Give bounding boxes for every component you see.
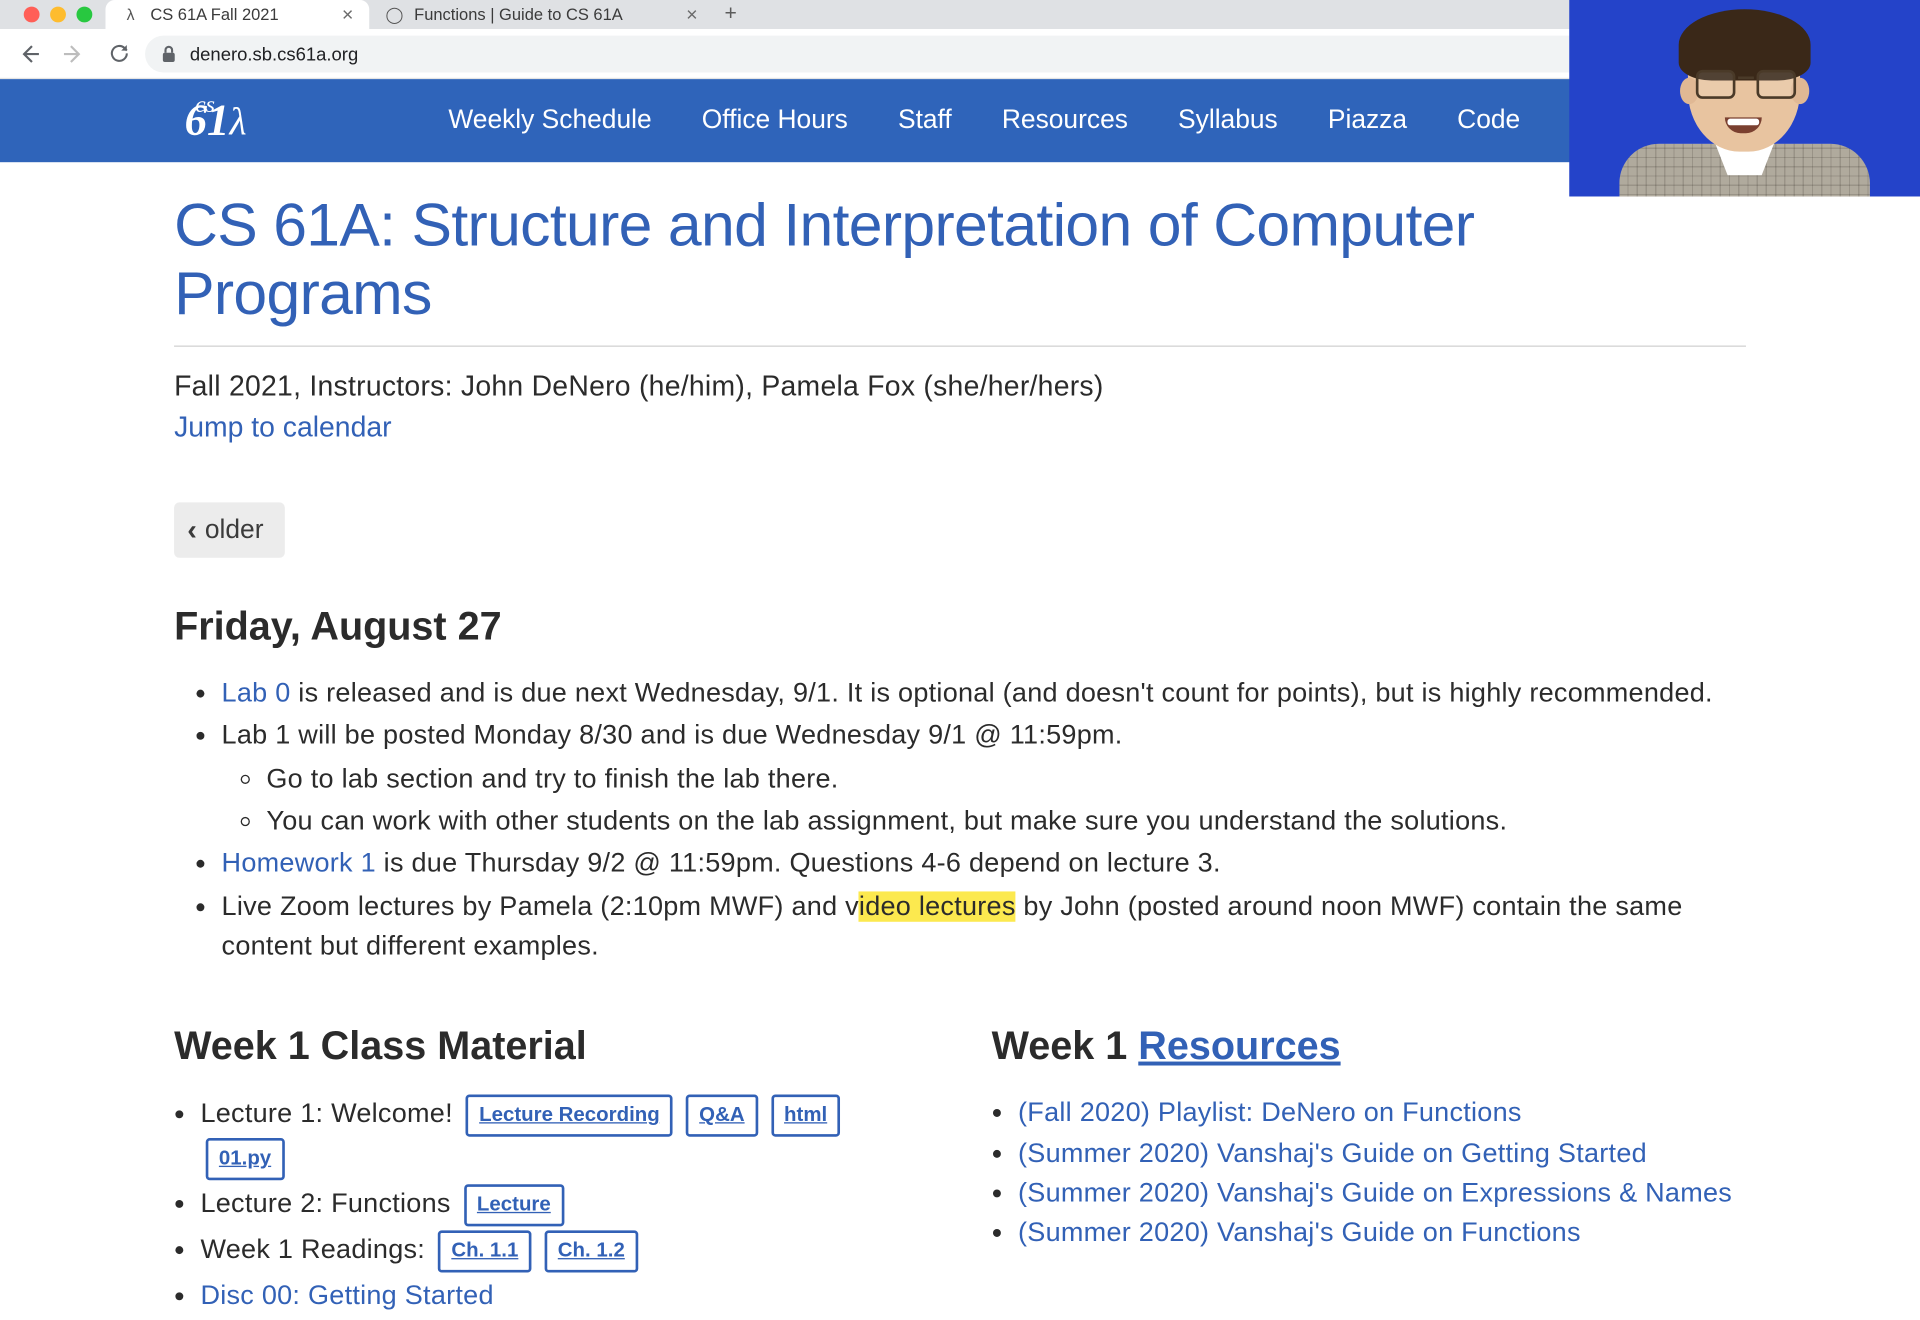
nav-weekly-schedule[interactable]: Weekly Schedule bbox=[448, 105, 651, 135]
title-rule bbox=[174, 346, 1746, 347]
announcement-date: Friday, August 27 bbox=[174, 605, 1746, 650]
badge-ch12[interactable]: Ch. 1.2 bbox=[545, 1231, 638, 1273]
hw-text: is due Thursday 9/2 @ 11:59pm. Questions… bbox=[376, 848, 1221, 878]
nav-staff[interactable]: Staff bbox=[898, 105, 952, 135]
browser-tab-active[interactable]: λ CS 61A Fall 2021 × bbox=[105, 0, 369, 29]
older-button[interactable]: ‹ older bbox=[174, 502, 285, 557]
arrow-left-icon bbox=[17, 42, 41, 66]
week-resources-heading: Week 1 Resources bbox=[992, 1025, 1732, 1070]
maximize-window-button[interactable] bbox=[76, 7, 92, 23]
back-button[interactable] bbox=[11, 35, 48, 72]
tab-title: CS 61A Fall 2021 bbox=[150, 5, 278, 23]
lecture-text-pre: Live Zoom lectures by Pamela (2:10pm MWF… bbox=[222, 891, 859, 921]
resource-link[interactable]: (Fall 2020) Playlist: DeNero on Function… bbox=[1018, 1098, 1522, 1128]
presenter-figure bbox=[1619, 12, 1870, 197]
url-text: denero.sb.cs61a.org bbox=[190, 43, 358, 64]
jump-to-calendar-link[interactable]: Jump to calendar bbox=[174, 411, 392, 444]
badge-qa[interactable]: Q&A bbox=[686, 1095, 758, 1137]
site-logo[interactable]: cs 61λ bbox=[185, 96, 449, 146]
tab-close-icon[interactable]: × bbox=[686, 3, 698, 25]
lock-icon bbox=[161, 44, 179, 62]
chevron-left-icon: ‹ bbox=[187, 513, 197, 547]
lab1-text: Lab 1 will be posted Monday 8/30 and is … bbox=[222, 720, 1123, 750]
week-columns: Week 1 Class Material Lecture 1: Welcome… bbox=[174, 1025, 1746, 1320]
announcement-item: Live Zoom lectures by Pamela (2:10pm MWF… bbox=[222, 887, 1746, 967]
minimize-window-button[interactable] bbox=[50, 7, 66, 23]
new-tab-button[interactable]: + bbox=[713, 0, 747, 29]
nav-links: Weekly Schedule Office Hours Staff Resou… bbox=[448, 105, 1631, 135]
logo-cs: cs bbox=[195, 90, 215, 118]
tab-favicon-lambda-icon: λ bbox=[121, 5, 139, 23]
lab0-text: is released and is due next Wednesday, 9… bbox=[291, 678, 1713, 708]
resource-link[interactable]: (Summer 2020) Vanshaj's Guide on Getting… bbox=[1018, 1138, 1647, 1168]
material-item: Week 1 Readings: Ch. 1.1 Ch. 1.2 bbox=[200, 1230, 912, 1274]
page-content: CS 61A: Structure and Interpretation of … bbox=[0, 162, 1920, 1320]
lecture1-label: Lecture 1: Welcome! bbox=[200, 1099, 452, 1129]
logo-lambda-icon: λ bbox=[229, 100, 246, 144]
highlighted-text: ideo lectures bbox=[859, 891, 1016, 921]
resource-item: (Summer 2020) Vanshaj's Guide on Getting… bbox=[1018, 1134, 1732, 1174]
resource-item: (Summer 2020) Vanshaj's Guide on Express… bbox=[1018, 1174, 1732, 1214]
material-item: Lecture 2: Functions Lecture bbox=[200, 1183, 912, 1227]
announcement-item: Lab 1 will be posted Monday 8/30 and is … bbox=[222, 717, 1746, 842]
week-material-heading: Week 1 Class Material bbox=[174, 1025, 912, 1070]
resource-link[interactable]: (Summer 2020) Vanshaj's Guide on Functio… bbox=[1018, 1218, 1581, 1248]
week-material-column: Week 1 Class Material Lecture 1: Welcome… bbox=[174, 1025, 912, 1320]
nav-piazza[interactable]: Piazza bbox=[1328, 105, 1407, 135]
forward-button[interactable] bbox=[55, 35, 92, 72]
nav-office-hours[interactable]: Office Hours bbox=[702, 105, 848, 135]
resource-link[interactable]: (Summer 2020) Vanshaj's Guide on Express… bbox=[1018, 1178, 1732, 1208]
course-subtitle: Fall 2021, Instructors: John DeNero (he/… bbox=[174, 371, 1746, 404]
announcements-list: Lab 0 is released and is due next Wednes… bbox=[222, 674, 1746, 967]
week-resources-pre: Week 1 bbox=[992, 1025, 1139, 1069]
disc00-link[interactable]: Disc 00: Getting Started bbox=[200, 1281, 493, 1311]
reload-icon bbox=[107, 42, 129, 64]
tab-close-icon[interactable]: × bbox=[342, 3, 354, 25]
badge-lecture-recording[interactable]: Lecture Recording bbox=[466, 1095, 673, 1137]
tab-title: Functions | Guide to CS 61A bbox=[414, 5, 623, 23]
resources-heading-link[interactable]: Resources bbox=[1138, 1025, 1340, 1069]
window-controls bbox=[11, 7, 106, 23]
older-label: older bbox=[205, 515, 264, 545]
announcement-item: Lab 0 is released and is due next Wednes… bbox=[222, 674, 1746, 714]
resources-list: (Fall 2020) Playlist: DeNero on Function… bbox=[1018, 1094, 1732, 1254]
announcement-item: Homework 1 is due Thursday 9/2 @ 11:59pm… bbox=[222, 844, 1746, 884]
material-item: Lecture 1: Welcome! Lecture Recording Q&… bbox=[200, 1094, 912, 1181]
webcam-overlay bbox=[1569, 0, 1920, 196]
badge-html[interactable]: html bbox=[771, 1095, 841, 1137]
page-title: CS 61A: Structure and Interpretation of … bbox=[174, 191, 1746, 327]
resource-item: (Summer 2020) Vanshaj's Guide on Functio… bbox=[1018, 1214, 1732, 1254]
resource-item: (Fall 2020) Playlist: DeNero on Function… bbox=[1018, 1094, 1732, 1134]
nav-code[interactable]: Code bbox=[1457, 105, 1520, 135]
badge-lecture[interactable]: Lecture bbox=[464, 1185, 564, 1227]
nav-resources[interactable]: Resources bbox=[1002, 105, 1128, 135]
nav-syllabus[interactable]: Syllabus bbox=[1178, 105, 1278, 135]
announcement-subitem: You can work with other students on the … bbox=[266, 802, 1746, 842]
announcement-subitem: Go to lab section and try to finish the … bbox=[266, 759, 1746, 799]
browser-tab[interactable]: ◯ Functions | Guide to CS 61A × bbox=[369, 0, 713, 29]
badge-ch11[interactable]: Ch. 1.1 bbox=[438, 1231, 531, 1273]
close-window-button[interactable] bbox=[24, 7, 40, 23]
readings-label: Week 1 Readings: bbox=[200, 1235, 425, 1265]
reload-button[interactable] bbox=[100, 35, 137, 72]
arrow-right-icon bbox=[62, 42, 86, 66]
material-list: Lecture 1: Welcome! Lecture Recording Q&… bbox=[200, 1094, 912, 1318]
badge-01py[interactable]: 01.py bbox=[206, 1138, 285, 1180]
lab0-link[interactable]: Lab 0 bbox=[222, 678, 291, 708]
tab-favicon-loading-icon: ◯ bbox=[385, 5, 403, 23]
material-item: Disc 00: Getting Started bbox=[200, 1276, 912, 1318]
week-resources-column: Week 1 Resources (Fall 2020) Playlist: D… bbox=[992, 1025, 1732, 1320]
homework1-link[interactable]: Homework 1 bbox=[222, 848, 376, 878]
lecture2-label: Lecture 2: Functions bbox=[200, 1189, 450, 1219]
